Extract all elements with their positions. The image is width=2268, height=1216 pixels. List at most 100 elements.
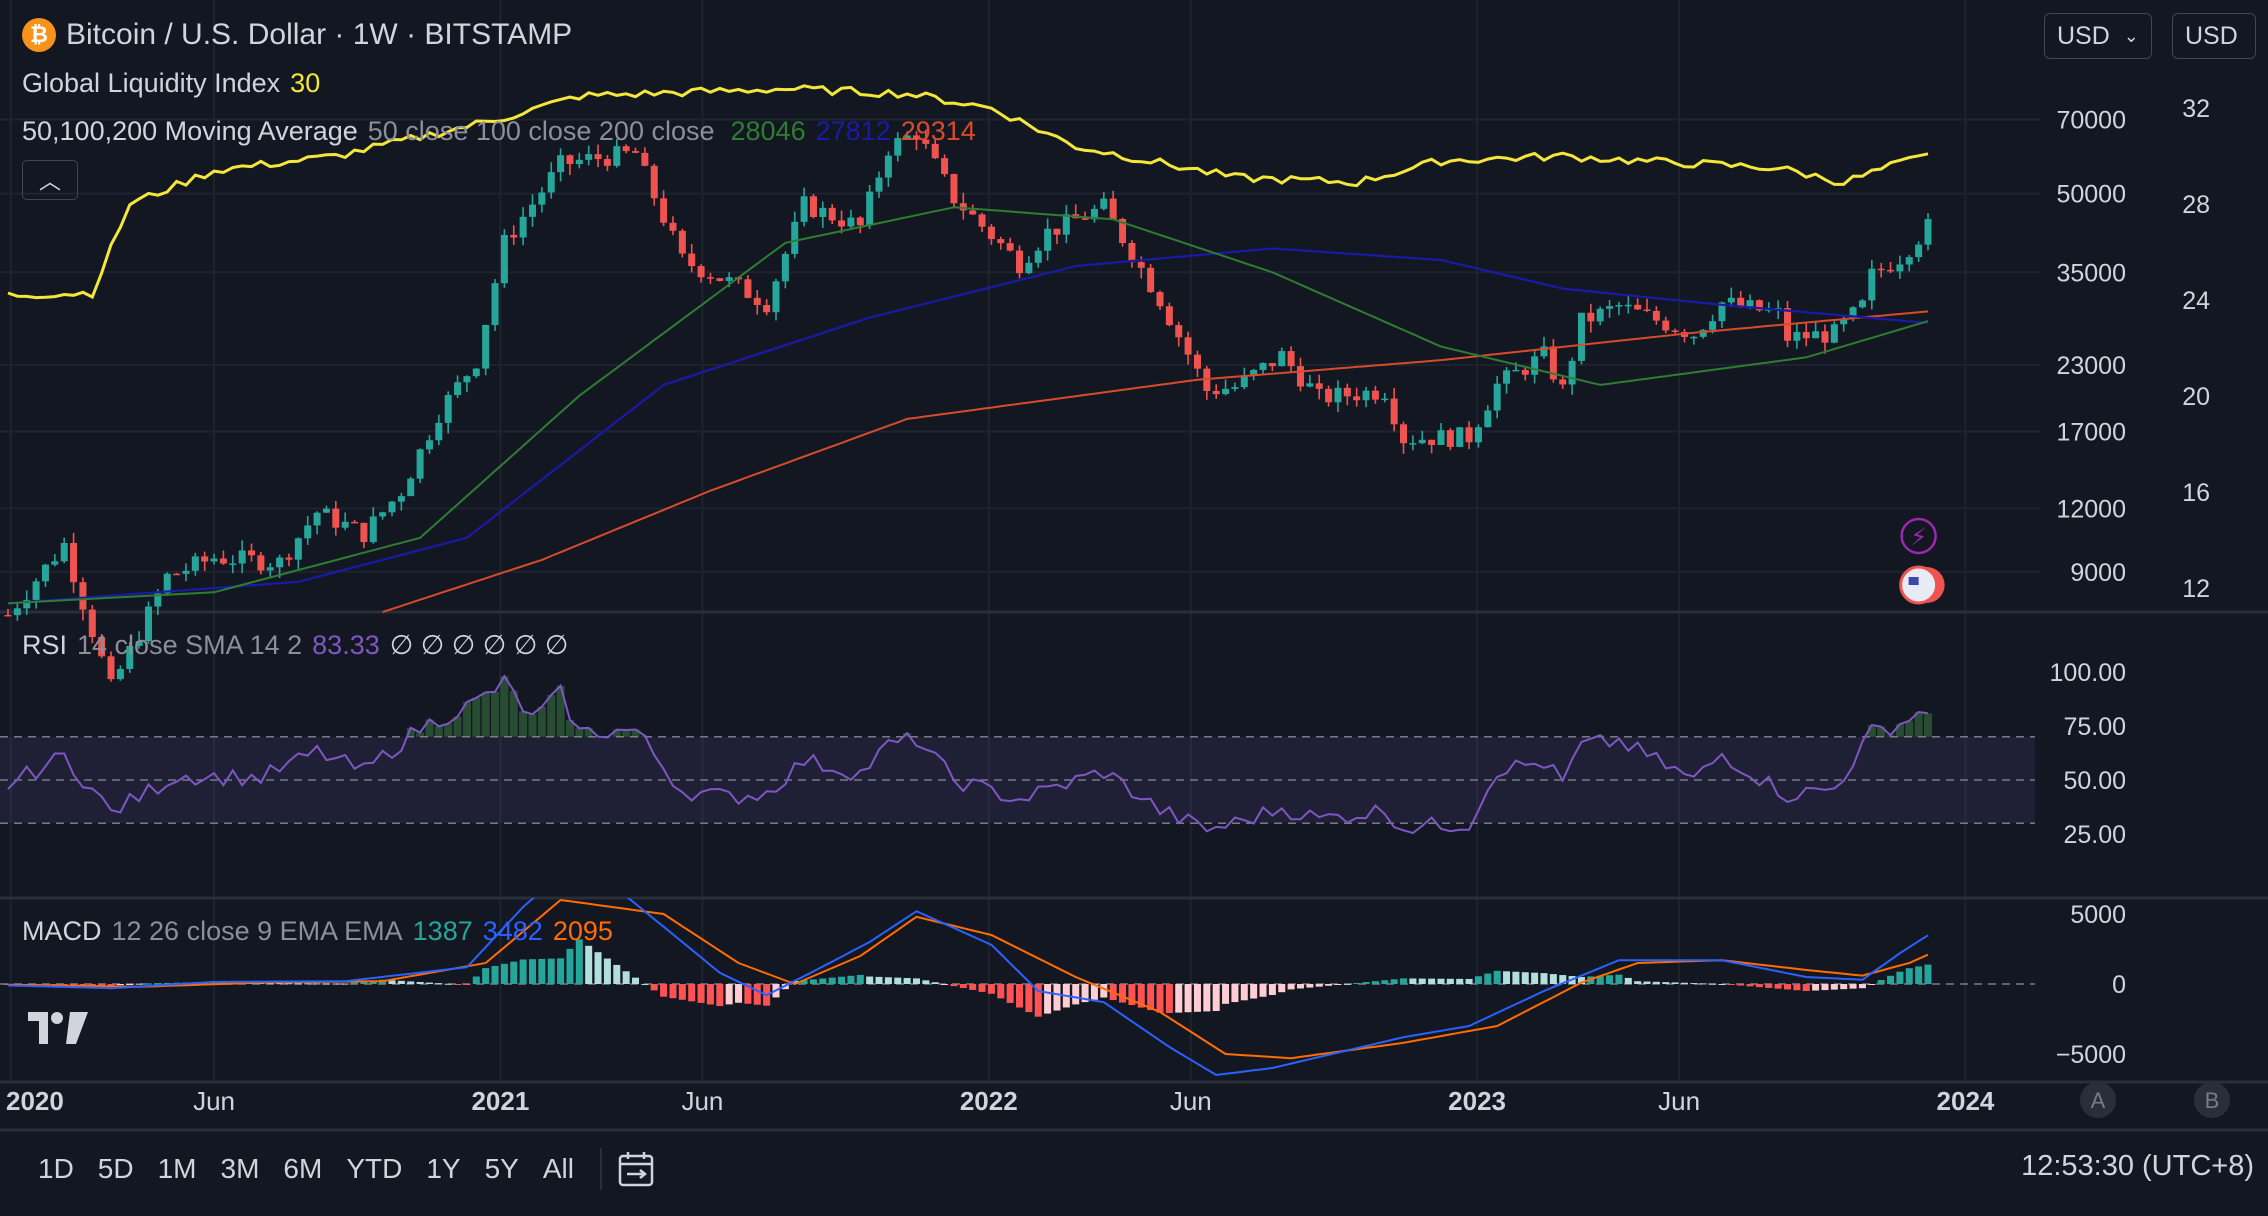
candle-body — [472, 368, 480, 377]
candle-body — [407, 478, 415, 497]
candle-body — [959, 203, 967, 211]
price-axis-tick: 70000 — [2056, 106, 2126, 134]
calendar-goto-date-icon[interactable] — [616, 1149, 656, 1189]
time-axis-tick: 2024 — [1937, 1086, 1995, 1116]
collapse-legend-button[interactable]: ︿ — [22, 160, 78, 200]
candle-body — [1250, 369, 1258, 376]
candle-body — [1418, 439, 1426, 444]
candle-body — [238, 550, 246, 564]
macd-hist-bar — [491, 965, 499, 984]
candle-body — [1624, 304, 1632, 307]
candle-body — [1437, 430, 1445, 445]
macd-hist-bar — [1699, 983, 1707, 985]
candle-body — [1577, 312, 1585, 361]
bitcoin-icon: ₿ — [22, 18, 56, 52]
macd-hist-bar — [435, 983, 443, 985]
candle-body — [1840, 318, 1848, 325]
candle-body — [1737, 297, 1745, 307]
candle-body — [210, 558, 218, 562]
time-axis-tick: 2023 — [1448, 1086, 1506, 1116]
candle-body — [1746, 300, 1754, 307]
scale-log-button[interactable] — [2194, 1082, 2230, 1118]
macd-hist-bar — [1671, 982, 1679, 984]
macd-hist-bar — [987, 984, 995, 994]
candle-body — [697, 266, 705, 278]
candle-body — [1755, 300, 1763, 311]
currency-label: USD — [2185, 21, 2238, 50]
macd-hist-bar — [1156, 984, 1164, 1013]
candle-body — [1718, 302, 1726, 322]
timeframe-5d[interactable]: 5D — [97, 1153, 134, 1184]
currency-select[interactable]: USD ⌄ — [2044, 13, 2152, 59]
macd-hist-bar — [538, 958, 546, 984]
scale-auto-button[interactable] — [2080, 1082, 2116, 1118]
time-axis-tick: 2021 — [471, 1086, 529, 1116]
macd-hist-bar — [425, 982, 433, 984]
candle-body — [1652, 310, 1660, 321]
candle-body — [1025, 262, 1033, 274]
candle-body — [519, 216, 527, 238]
macd-hist-bar — [70, 984, 78, 986]
macd-hist-bar — [1896, 971, 1904, 984]
candle-body — [257, 555, 265, 571]
tradingview-logo-icon[interactable] — [26, 1010, 90, 1046]
timeframe-1y[interactable]: 1Y — [426, 1153, 461, 1184]
candle-body — [1278, 351, 1286, 367]
timeframe-all[interactable]: All — [542, 1153, 574, 1184]
candle-body — [856, 217, 864, 226]
candle-body — [116, 668, 124, 680]
symbol-title[interactable]: Bitcoin / U.S. Dollar · 1W · BITSTAMP — [66, 18, 573, 51]
candle-body — [669, 222, 677, 231]
macd-hist-bar — [941, 984, 949, 985]
macd-axis-tick: −5000 — [2056, 1041, 2126, 1069]
candle-body — [454, 382, 462, 396]
ma50-value: 28046 — [730, 116, 806, 146]
gli-legend[interactable]: Global Liquidity Index 30 — [22, 68, 320, 99]
macd-hist-bar — [1755, 984, 1763, 988]
ma200-line — [382, 310, 1929, 613]
lightning-event-icon — [1900, 517, 1937, 555]
currency-label-button[interactable]: USD — [2172, 13, 2256, 59]
rsi-legend-name: RSI — [22, 630, 68, 660]
macd-hist-bar — [1615, 974, 1623, 984]
macd-hist-bar — [678, 984, 686, 1000]
macd-hist-bar — [1474, 976, 1482, 984]
macd-legend[interactable]: MACD 12 26 close 9 EMA EMA 1387 3482 209… — [22, 916, 613, 947]
macd-hist-bar — [1924, 964, 1932, 984]
macd-hist-bar — [856, 974, 864, 984]
candle-body — [1006, 243, 1014, 251]
candle-body — [632, 151, 640, 153]
timeframe-1d[interactable]: 1D — [38, 1153, 74, 1184]
timeframe-6m[interactable]: 6M — [283, 1153, 323, 1184]
macd-hist-bar — [88, 984, 96, 986]
candle-body — [341, 521, 349, 528]
timeframe-ytd[interactable]: YTD — [346, 1153, 403, 1184]
timeframe-3m[interactable]: 3M — [220, 1153, 260, 1184]
macd-hist-bar — [1634, 981, 1642, 984]
macd-hist-bar — [959, 984, 967, 989]
ma-legend[interactable]: 50,100,200 Moving Average 50 close 100 c… — [22, 116, 976, 147]
macd-hist-bar — [753, 984, 761, 1005]
timeframe-1m[interactable]: 1M — [157, 1153, 197, 1184]
candle-body — [1016, 250, 1024, 274]
candle-body — [660, 198, 668, 223]
macd-hist-bar — [1325, 984, 1333, 986]
macd-axis-tick: 5000 — [2070, 901, 2126, 929]
timeframe-5y[interactable]: 5Y — [484, 1153, 519, 1184]
scale-log-button-label: B — [2205, 1088, 2220, 1113]
macd-hist-bar — [800, 980, 808, 984]
macd-hist-bar — [116, 984, 124, 986]
rsi-legend[interactable]: RSI 14 close SMA 14 2 83.33 ∅ ∅ ∅ ∅ ∅ ∅ — [22, 630, 568, 661]
macd-hist-bar — [1362, 982, 1370, 984]
rsi-axis-tick: 25.00 — [2063, 821, 2126, 849]
macd-hist-bar — [1343, 983, 1351, 985]
macd-hist-bar — [266, 983, 274, 985]
candle-body — [1362, 390, 1370, 401]
macd-hist-bar — [1559, 975, 1567, 984]
candle-body — [678, 230, 686, 254]
macd-hist-bar — [697, 984, 705, 1003]
macd-hist-bar — [528, 959, 536, 984]
clock-timezone[interactable]: 12:53:30 (UTC+8) — [2021, 1150, 2254, 1182]
candle-body — [1793, 332, 1801, 341]
